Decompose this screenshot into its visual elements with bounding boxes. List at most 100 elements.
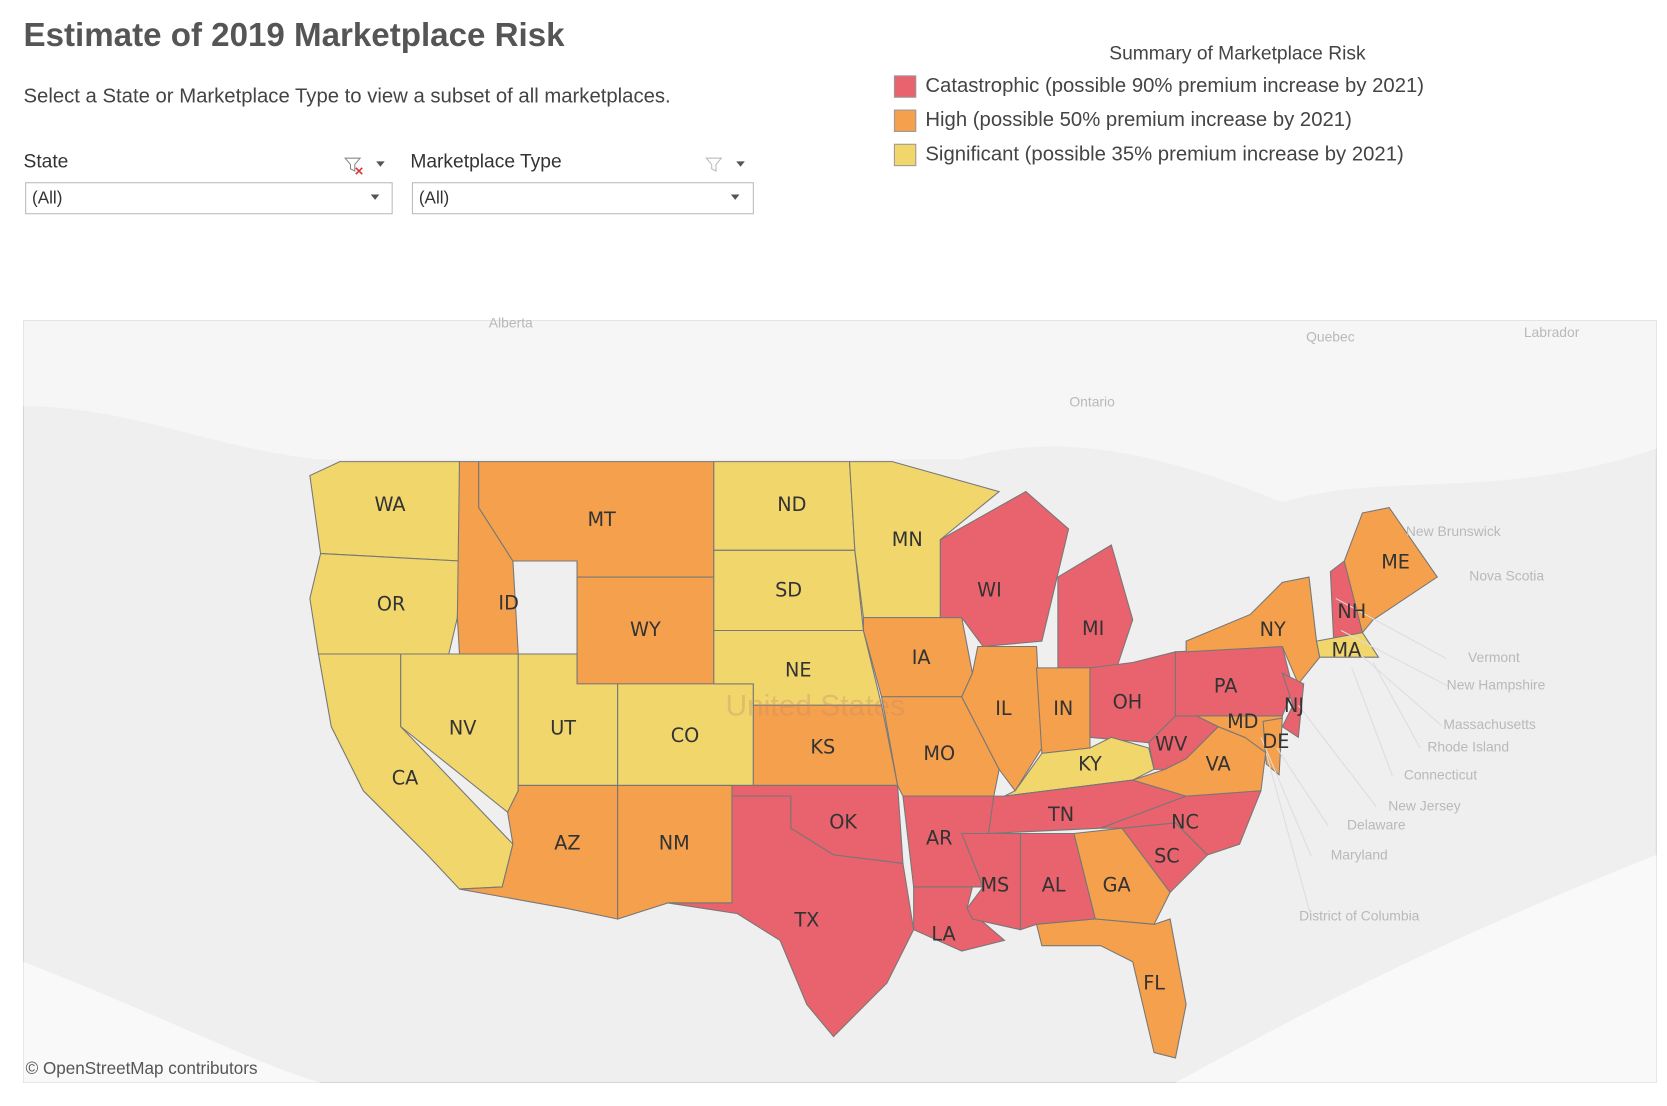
place-label: Quebec [1306,328,1355,344]
state [1073,827,1171,925]
state-label: PA [1214,675,1238,698]
leader-line [1276,747,1329,827]
leader-line [1340,629,1449,687]
legend-label: Significant (possible 35% premium increa… [925,143,1403,165]
state-label: OH [1113,691,1143,714]
clear-icon[interactable] [355,167,363,175]
state-label: TX [793,909,819,932]
state-label: WY [630,618,661,641]
subtitle: Select a State or Marketplace Type to vi… [24,86,671,108]
state-label: LA [931,923,955,946]
state-label: CO [671,724,700,747]
leader-line [1372,662,1421,749]
place-label: Maryland [1331,847,1388,863]
state [939,490,1070,648]
title: Estimate of 2019 Marketplace Risk [24,17,566,54]
leader-line [1351,667,1393,776]
filter-icon[interactable] [344,157,362,172]
place-label: Vermont [1468,649,1520,665]
state-label: AL [1042,873,1066,896]
state-label: NH [1337,600,1366,623]
canada-land [23,320,1657,503]
state-label: NM [659,832,690,855]
place-label: Rhode Island [1427,739,1509,755]
state [1035,918,1187,1059]
state-label: MN [892,528,923,551]
type-filter[interactable]: Marketplace Type (All) [410,152,754,215]
state-label: MO [923,742,955,765]
state-label: ND [777,493,806,516]
legend-label: Catastrophic (possible 90% premium incre… [925,75,1424,97]
state-label: KY [1078,753,1102,776]
menu-arrow[interactable] [736,161,745,167]
state-label: MS [980,873,1009,896]
place-label: Labrador [1524,324,1580,340]
legend-label: High (possible 50% premium increase by 2… [925,109,1351,131]
filter-icon[interactable] [705,157,723,172]
place-label: Connecticut [1404,766,1477,782]
leader-line [1356,651,1442,726]
state-label: CA [392,767,419,790]
state-label: IA [912,646,931,669]
legend-title: Summary of Marketplace Risk [1109,44,1366,65]
state-label: TN [1047,803,1074,826]
state-label: ME [1381,551,1410,574]
state-label: IN [1053,697,1073,720]
place-label: Delaware [1347,817,1406,833]
state-label: FL [1143,972,1165,995]
menu-arrow[interactable] [376,161,385,167]
legend-swatch [893,109,917,132]
state-label: ID [498,591,518,614]
place-label: District of Columbia [1299,908,1420,924]
dropdown-value: (All) [419,188,449,207]
state [667,795,915,1038]
place-label: United States [726,689,906,722]
state-label: MA [1332,638,1362,661]
labels: Alberta Quebec Labrador Ontario New Brunswic… [374,314,1579,994]
filter-label: Marketplace Type [410,152,561,173]
place-label: New Hampshire [1447,677,1546,693]
state [1196,715,1283,762]
dropdown[interactable] [25,182,393,215]
state-label: MI [1082,617,1104,640]
dropdown[interactable] [411,182,754,215]
legend-swatch [893,75,917,98]
place-label: Nova Scotia [1469,568,1544,584]
state-label: WI [977,578,1002,601]
state [961,645,1043,792]
state-label: OK [829,810,857,833]
state-label: AR [926,826,953,849]
filter-label: State [24,152,69,173]
dropdown-arrow [370,194,380,200]
place-label: New Brunswick [1406,523,1501,539]
state-label: DE [1262,730,1289,753]
leader-line [1335,597,1447,659]
ocean [23,854,1657,1083]
state-label: NC [1171,810,1199,833]
legend-swatch [893,143,917,167]
state [1281,672,1305,739]
states [309,461,1439,1059]
dropdown-arrow [730,194,740,200]
state-label: UT [550,716,576,739]
state-label: MD [1227,710,1258,733]
leader-line [1297,704,1377,808]
state-label: SC [1154,845,1180,868]
dropdown-value: (All) [32,188,62,207]
state-label: WV [1155,732,1187,755]
state [913,886,1006,952]
state-label: GA [1103,873,1131,896]
state [1315,632,1380,658]
place-label: Massachusetts [1443,716,1536,732]
state-filter[interactable]: State (All) [24,152,393,215]
state-label: MT [587,508,616,531]
state [1057,544,1134,669]
legend: Catastrophic (possible 90% premium incre… [893,75,1424,167]
state-label: NV [449,716,477,739]
state-label: OR [377,592,405,615]
leader-line [1260,737,1312,857]
state-label: IL [995,697,1012,720]
attribution: © OpenStreetMap contributors [26,1059,258,1078]
